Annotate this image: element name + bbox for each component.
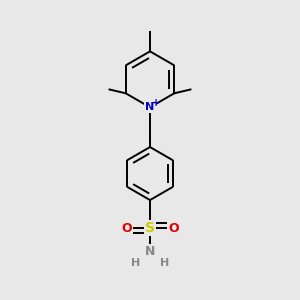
Text: N: N	[145, 245, 155, 258]
Text: +: +	[152, 98, 160, 108]
Text: H: H	[160, 258, 169, 268]
Text: O: O	[121, 221, 132, 235]
Text: S: S	[145, 221, 155, 235]
Text: O: O	[168, 221, 179, 235]
Text: H: H	[131, 258, 140, 268]
Text: N: N	[146, 102, 154, 112]
